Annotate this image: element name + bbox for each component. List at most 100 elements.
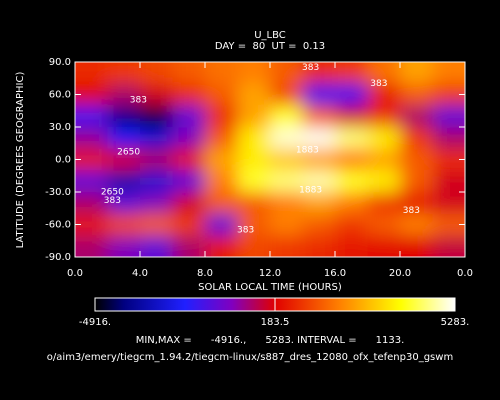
field-cell: [270, 105, 303, 128]
y-tick-label: 90.0: [49, 57, 71, 68]
field-cell: [270, 192, 303, 215]
x-tick-label: 0.0: [67, 268, 83, 279]
field-cell: [237, 83, 271, 106]
contour-label: 383: [302, 63, 319, 73]
field-cell: [270, 62, 303, 85]
field-cell: [432, 127, 465, 150]
field-cell: [237, 105, 271, 128]
field-cell: [172, 170, 206, 193]
field-cell: [237, 127, 271, 150]
field-cell: [367, 148, 401, 171]
field-cell: [205, 127, 238, 150]
field-cell: [107, 148, 141, 171]
field-cell: [107, 105, 141, 128]
field-cell: [205, 148, 238, 171]
field-cell: [140, 105, 173, 128]
field-cell: [205, 105, 238, 128]
field-cell: [270, 127, 303, 150]
field-cell: [270, 235, 303, 257]
field-cell: [237, 213, 271, 236]
field-cell: [335, 105, 368, 128]
contour-label: 383: [104, 196, 121, 206]
field-cell: [302, 83, 336, 106]
field-cell: [400, 127, 433, 150]
contour-label: 383: [237, 225, 254, 235]
field-cell: [107, 127, 141, 150]
field-cell: [302, 148, 336, 171]
x-tick-label: 4.0: [132, 268, 148, 279]
field-cell: [140, 213, 173, 236]
field-cell: [140, 235, 173, 257]
y-tick-label: -60.0: [45, 220, 71, 231]
field-cell: [400, 62, 433, 85]
field-cell: [302, 105, 336, 128]
field-cell: [75, 235, 108, 257]
field-cell: [107, 170, 141, 193]
field-cell: [205, 192, 238, 215]
contour-label: 383: [130, 95, 147, 105]
field-cell: [172, 83, 206, 106]
field-cell: [270, 170, 303, 193]
field-cell: [432, 192, 465, 215]
field-cell: [205, 83, 238, 106]
field-cell: [237, 170, 271, 193]
field-cell: [302, 127, 336, 150]
field-cell: [140, 170, 173, 193]
contour-label: 1883: [296, 145, 319, 155]
field-cell: [335, 83, 368, 106]
colorbar-tick-label: 183.5: [261, 317, 290, 328]
y-tick-label: 0.0: [55, 155, 71, 166]
field-cell: [335, 148, 368, 171]
field-cell: [172, 127, 206, 150]
field-cell: [172, 235, 206, 257]
field-cell: [400, 213, 433, 236]
field-cell: [432, 62, 465, 85]
field-cell: [140, 62, 173, 85]
field-cell: [335, 213, 368, 236]
field-cell: [237, 148, 271, 171]
field-cell: [75, 62, 108, 85]
field-cell: [172, 105, 206, 128]
field-cell: [140, 192, 173, 215]
field-cell: [270, 148, 303, 171]
field-cell: [75, 105, 108, 128]
field-cell: [270, 213, 303, 236]
field-cell: [335, 192, 368, 215]
field-cell: [172, 62, 206, 85]
chart-title: U_LBC: [254, 30, 286, 41]
field-cell: [432, 148, 465, 171]
colorbar-tick-label: 5283.: [441, 317, 470, 328]
field-cell: [107, 62, 141, 85]
y-tick-label: 30.0: [49, 122, 71, 133]
field-cell: [75, 213, 108, 236]
field-cell: [400, 105, 433, 128]
field-cell: [400, 192, 433, 215]
x-tick-label: 20.0: [389, 268, 411, 279]
field-cell: [367, 170, 401, 193]
field-cell: [107, 235, 141, 257]
field-cell: [367, 83, 401, 106]
field-cell: [140, 127, 173, 150]
file-path: o/aim3/emery/tiegcm_1.94.2/tiegcm-linux/…: [47, 352, 453, 363]
y-tick-label: -30.0: [45, 187, 71, 198]
field-cell: [75, 83, 108, 106]
field-cell: [302, 62, 336, 85]
field-cell: [75, 148, 108, 171]
field-cell: [400, 83, 433, 106]
field-cell: [367, 127, 401, 150]
field-cell: [432, 170, 465, 193]
y-tick-label: -90.0: [45, 252, 71, 263]
field-cell: [107, 192, 141, 215]
field-cell: [75, 170, 108, 193]
chart-subtitle: DAY = 80 UT = 0.13: [215, 41, 325, 52]
field-cell: [335, 127, 368, 150]
cells: [75, 62, 465, 257]
field-cell: [367, 62, 401, 85]
field-cell: [75, 127, 108, 150]
field-cell: [237, 192, 271, 215]
field-cell: [205, 62, 238, 85]
contour-label: 2650: [117, 147, 140, 157]
field-cell: [237, 62, 271, 85]
field-cell: [302, 192, 336, 215]
